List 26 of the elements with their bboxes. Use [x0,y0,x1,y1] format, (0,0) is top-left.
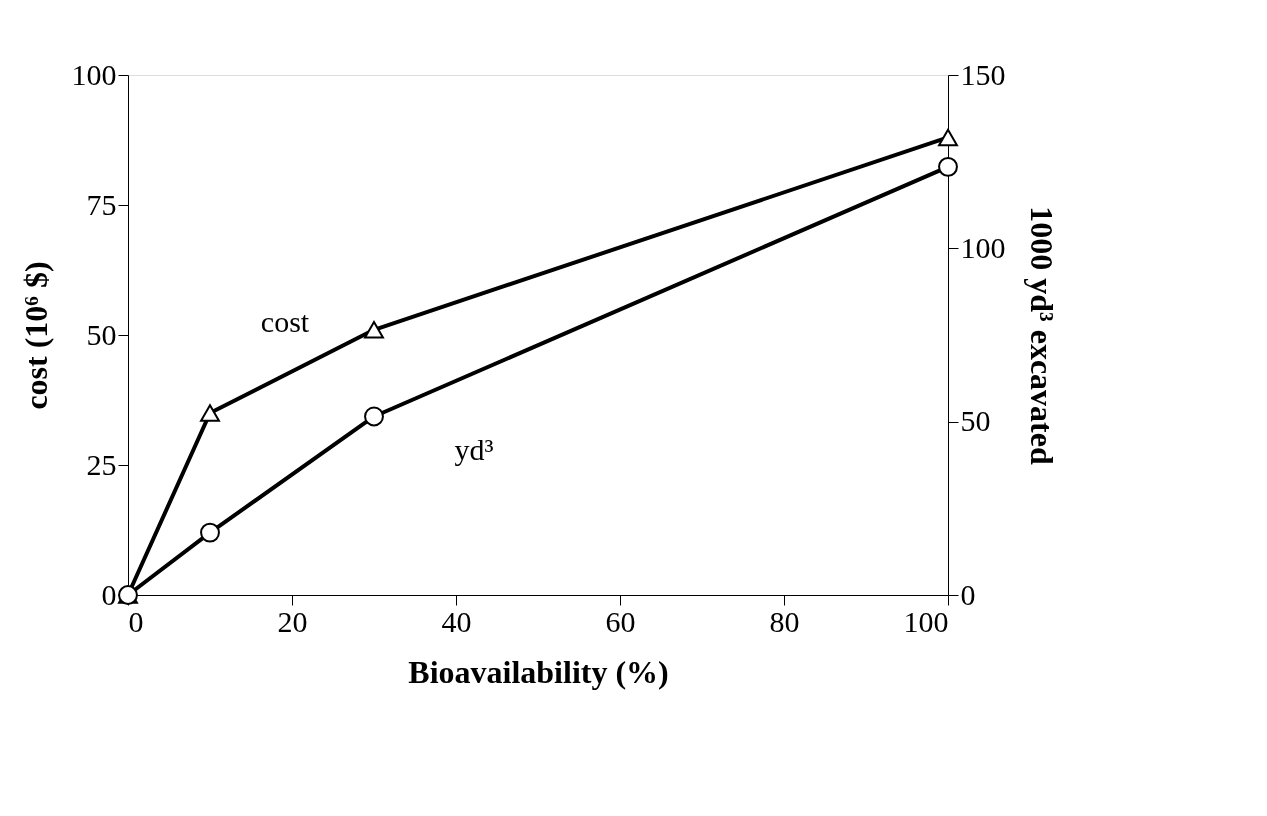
x-tick-label: 20 [277,604,308,638]
y2-axis-title: 1000 yd³ excavated [1023,206,1060,465]
x-tick-label: 0 [128,604,144,638]
y2-tick-label: 150 [960,57,1006,91]
x-tick-label: 40 [441,604,472,638]
series-label: cost [260,305,310,338]
point [364,321,384,339]
y-tick-label: 50 [86,317,117,351]
x-tick-label: 80 [769,604,800,638]
y-axis-title: cost (10⁶ $) [17,261,54,410]
y2-tick-label: 50 [960,404,991,438]
y-tick-label: 25 [86,447,117,481]
y-tick-label: 75 [86,187,117,221]
series-label: yd³ [454,433,494,467]
point [200,522,220,543]
point [938,156,958,177]
x-axis-title: Bioavailability (%) [408,653,669,690]
x-tick-label: 60 [605,604,636,638]
x-tick-label: 100 [903,604,949,638]
point [364,406,384,427]
y2-tick-label: 0 [960,577,976,611]
y2-tick-label: 100 [960,230,1006,264]
point [938,128,958,147]
y-tick-label: 0 [101,577,117,611]
y-tick-label: 100 [71,57,117,91]
point [200,404,220,422]
